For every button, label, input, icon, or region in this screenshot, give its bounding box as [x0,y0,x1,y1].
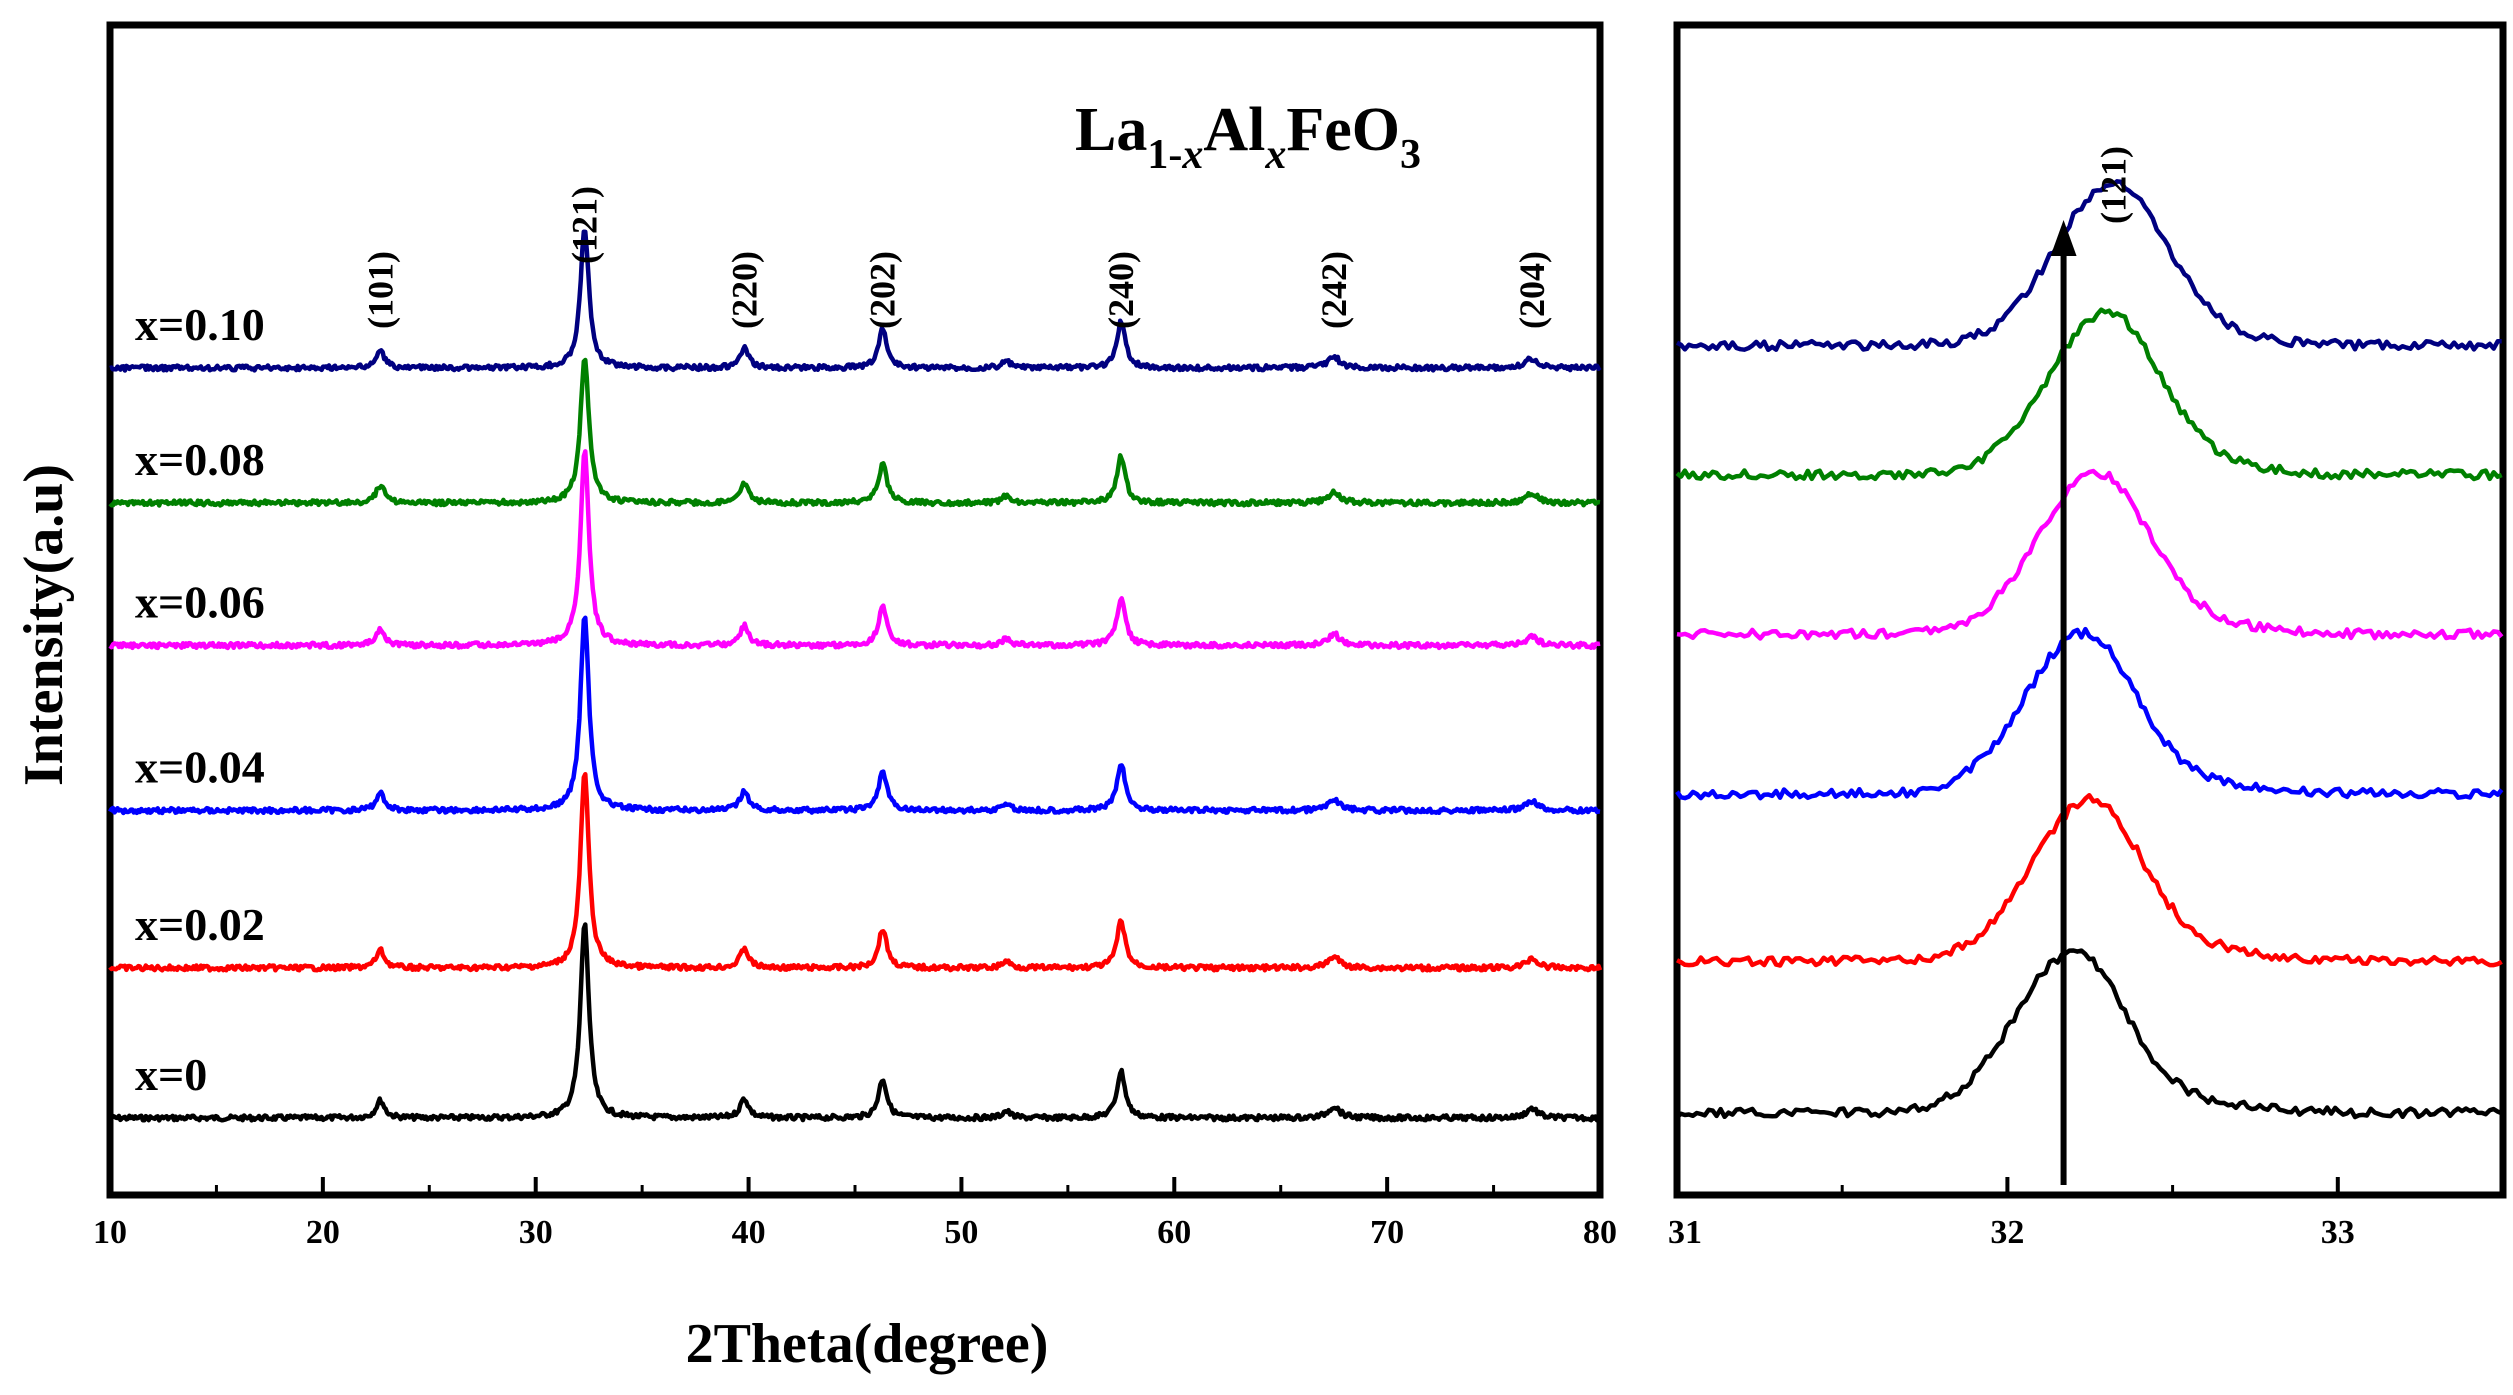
peak-label-0: (101) [360,251,400,329]
series-label-5: x=0.10 [135,299,265,350]
x-tick-label: 10 [93,1214,127,1251]
peak-label-6: (242) [1314,251,1354,329]
x-axis-title: 2Theta(degree) [686,1313,1049,1375]
x-tick-label: 30 [519,1214,553,1251]
series-line-2 [108,615,1601,816]
series-label-0: x=0 [135,1049,207,1100]
series-line-3 [108,449,1601,651]
series-line-5 [109,229,1602,373]
series-label-3: x=0.06 [135,577,265,628]
y-axis-title: Intensity(a.u) [13,464,75,786]
peak-label-3: (202) [863,251,903,329]
zoom-x-tick-label: 33 [2321,1214,2355,1251]
series-line-0 [109,922,1602,1123]
chart-title-formula: La1-xAlxFeO3 [1075,96,1421,178]
zoom-series-line-1 [1675,792,2503,968]
zoom-series-line-5 [1675,179,2502,353]
series-label-2: x=0.04 [135,742,265,793]
zoom-series-group [1675,179,2504,1120]
main-x-axis: 10 20 30 40 50 60 70 80 [93,1177,1617,1251]
zoom-peak-label: (121) [2094,146,2134,224]
peak-label-2: (220) [724,251,764,329]
zoom-series-line-2 [1675,626,2504,801]
series-label-4: x=0.08 [135,434,265,485]
zoom-shift-arrowhead [2050,220,2077,256]
zoom-series-line-4 [1675,307,2503,482]
peak-label-7: (204) [1512,251,1552,329]
series-label-group: x=0 x=0.02 x=0.04 x=0.06 x=0.08 x=0.10 [135,299,265,1100]
zoom-plot-frame [1673,21,2507,1199]
series-label-1: x=0.02 [135,899,265,950]
zoom-series-line-3 [1676,468,2504,641]
series-line-1 [108,771,1603,973]
peak-label-5: (240) [1101,251,1141,329]
zoom-x-tick-label: 31 [1668,1214,1702,1251]
x-tick-label: 50 [944,1214,978,1251]
zoom-x-tick-label: 32 [1990,1214,2024,1251]
peak-label-group: (101) (121) (220) (202) (240) (242) (204) [360,186,1552,329]
x-tick-label: 40 [732,1214,766,1251]
zoom-x-axis: 31 32 33 [1668,1177,2355,1251]
main-plot-frame [106,21,1604,1199]
x-tick-label: 70 [1370,1214,1404,1251]
zoom-series-line-0 [1675,948,2503,1120]
x-tick-label: 60 [1157,1214,1191,1251]
x-tick-label: 80 [1583,1214,1617,1251]
series-line-4 [108,357,1601,508]
x-tick-label: 20 [306,1214,340,1251]
peak-label-1: (121) [565,186,605,264]
main-series-group [108,229,1603,1123]
